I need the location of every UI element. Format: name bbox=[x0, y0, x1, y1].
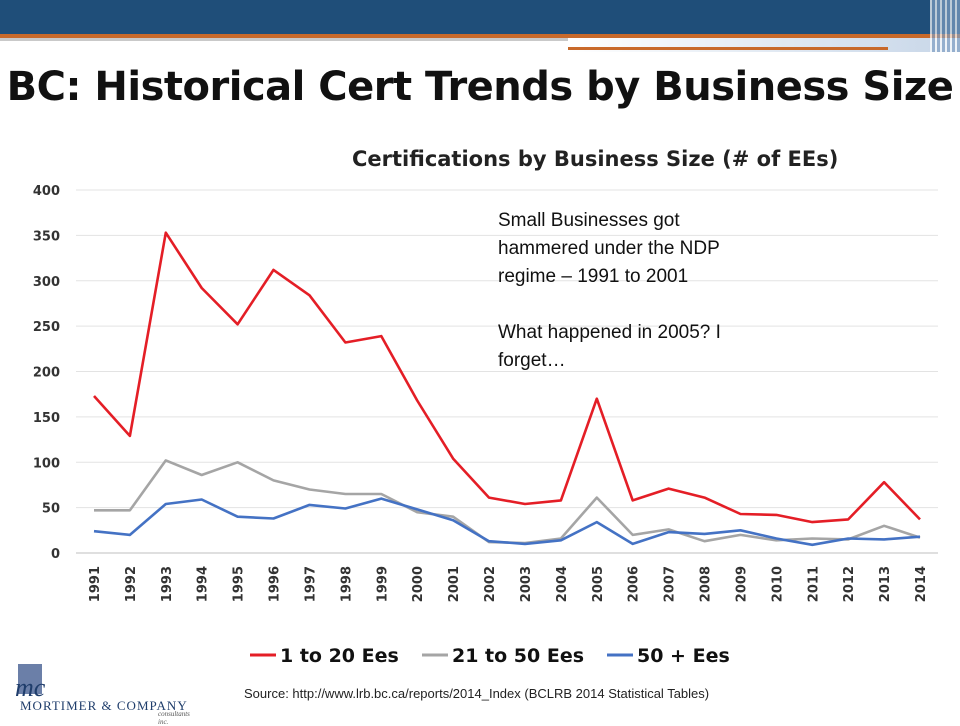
header-stripes bbox=[930, 0, 960, 52]
x-tick-label: 2000 bbox=[411, 566, 426, 602]
gridlines bbox=[76, 189, 938, 554]
x-tick-label: 2011 bbox=[806, 566, 821, 602]
svg-text:mc: mc bbox=[15, 673, 46, 702]
x-tick-label: 2012 bbox=[842, 566, 857, 602]
x-tick-label: 2009 bbox=[734, 566, 749, 602]
x-tick-label: 2001 bbox=[447, 566, 462, 602]
header-accent-line bbox=[568, 47, 888, 50]
series-line-50-ees bbox=[93, 497, 921, 547]
y-tick-label: 250 bbox=[33, 320, 60, 335]
legend: 1 to 20 Ees 21 to 50 Ees 50 + Ees bbox=[250, 645, 730, 667]
annotation-line: hammered under the NDP bbox=[498, 238, 720, 259]
x-tick-label: 2004 bbox=[555, 566, 570, 602]
header-grey-stripe bbox=[0, 38, 570, 41]
x-tick-label: 2002 bbox=[483, 566, 498, 602]
series-lines bbox=[93, 231, 921, 547]
header-bar bbox=[0, 0, 960, 34]
x-tick-label: 2010 bbox=[770, 566, 785, 602]
x-tick-label: 2005 bbox=[591, 566, 606, 602]
y-tick-label: 350 bbox=[33, 229, 60, 244]
series-line-1-to-20-ees bbox=[93, 231, 921, 524]
x-tick-label: 1997 bbox=[303, 566, 318, 602]
x-tick-label: 1995 bbox=[232, 566, 247, 602]
logo-sub: consultants inc. bbox=[158, 710, 190, 726]
y-tick-label: 300 bbox=[33, 275, 60, 290]
legend-label: 21 to 50 Ees bbox=[452, 645, 584, 667]
chart-title: Certifications by Business Size (# of EE… bbox=[352, 147, 839, 171]
x-tick-label: 1999 bbox=[375, 566, 390, 602]
x-tick-label: 1991 bbox=[88, 566, 103, 602]
annotation-line: Small Businesses got bbox=[498, 210, 680, 231]
y-tick-label: 200 bbox=[33, 366, 60, 381]
header-accent-stripe bbox=[0, 34, 960, 38]
logo-mark-icon: mc bbox=[15, 664, 46, 702]
x-tick-label: 1998 bbox=[339, 566, 354, 602]
x-tick-label: 2008 bbox=[699, 566, 714, 602]
y-tick-label: 150 bbox=[33, 411, 60, 426]
annotation-line: What happened in 2005? I bbox=[498, 322, 721, 343]
x-tick-label: 2006 bbox=[627, 566, 642, 602]
x-axis-ticks: 1991 1992 1993 1994 1995 1996 1997 1998 1999 2000… bbox=[88, 566, 929, 602]
x-tick-label: 1992 bbox=[124, 566, 139, 602]
y-tick-label: 400 bbox=[33, 184, 60, 199]
logo-name: MORTIMER & COMPANY bbox=[20, 698, 188, 713]
x-tick-label: 2013 bbox=[878, 566, 893, 602]
annotation-line: regime – 1991 to 2001 bbox=[498, 266, 689, 287]
x-tick-label: 1993 bbox=[160, 566, 175, 602]
x-tick-label: 1996 bbox=[268, 566, 283, 602]
y-tick-label: 100 bbox=[33, 456, 60, 471]
y-axis-ticks: 0 50 100 150 200 250 300 350 400 bbox=[33, 184, 60, 562]
y-tick-label: 0 bbox=[51, 547, 60, 562]
y-tick-label: 50 bbox=[42, 502, 60, 517]
slide-title: BC: Historical Cert Trends by Business S… bbox=[6, 64, 954, 110]
x-tick-label: 2003 bbox=[519, 566, 534, 602]
source-note: Source: http://www.lrb.bc.ca/reports/201… bbox=[244, 686, 710, 701]
legend-label: 50 + Ees bbox=[637, 645, 730, 667]
x-tick-label: 2014 bbox=[914, 566, 929, 602]
annotation-line: forget… bbox=[498, 350, 566, 371]
legend-label: 1 to 20 Ees bbox=[280, 645, 399, 667]
x-tick-label: 2007 bbox=[663, 566, 678, 602]
x-tick-label: 1994 bbox=[196, 566, 211, 602]
annotation-box: Small Businesses got hammered under the … bbox=[498, 207, 798, 375]
company-logo: mc MORTIMER & COMPANY consultants inc. bbox=[8, 660, 198, 726]
